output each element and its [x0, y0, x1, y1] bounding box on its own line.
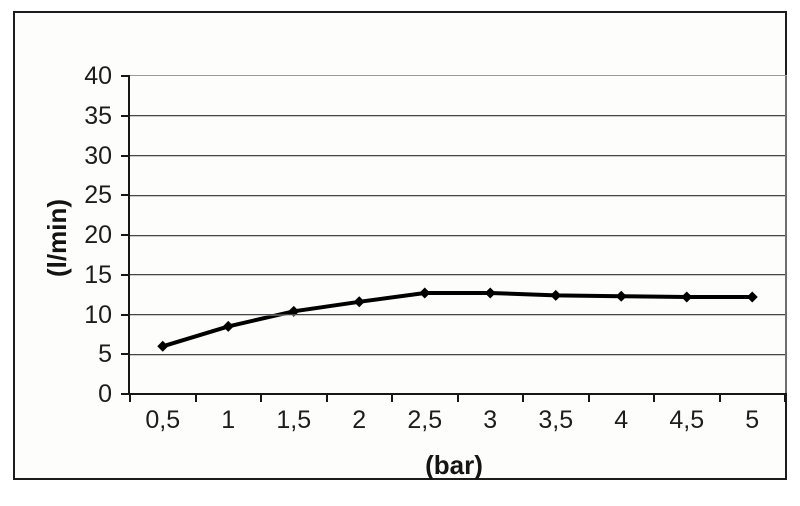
x-tick-mark	[391, 395, 393, 402]
y-tick-mark	[121, 353, 130, 356]
y-tick-label: 5	[98, 340, 112, 369]
x-tick-label: 2	[352, 406, 367, 434]
gridline-y-5	[130, 353, 785, 355]
y-tick-mark	[121, 75, 130, 77]
x-tick-mark	[653, 395, 655, 402]
gridline-y-25	[130, 194, 785, 196]
x-tick-mark	[522, 395, 524, 402]
x-axis-line	[128, 393, 787, 395]
gridline-y-35	[130, 115, 785, 117]
x-tick-label: 2,5	[407, 406, 443, 434]
x-tick-mark	[194, 395, 197, 402]
diamond-marker	[746, 291, 758, 303]
x-tick-label: 1,5	[276, 406, 312, 434]
diamond-marker	[419, 287, 431, 299]
diamond-marker	[615, 290, 627, 302]
x-tick-mark	[784, 395, 786, 402]
x-tick-mark	[718, 395, 721, 402]
y-tick-label: 35	[84, 101, 112, 130]
y-tick-mark	[121, 114, 130, 117]
gridline-y-15	[130, 274, 785, 276]
series-line	[160, 291, 755, 349]
y-tick-mark	[121, 393, 130, 395]
chart-frame: (l/min) 0 5 10 15 20 25 30 35 40 0,5 1 1,5 2 2,5 3 3,5…	[13, 11, 787, 480]
diamond-marker	[222, 320, 234, 332]
plot-area	[130, 76, 785, 394]
plot-right-border	[785, 76, 787, 394]
y-tick-label: 10	[84, 300, 112, 329]
gridline-y-30	[130, 155, 785, 156]
y-tick-mark	[121, 313, 130, 316]
x-tick-mark	[587, 395, 590, 402]
y-tick-label: 40	[84, 62, 112, 90]
y-tick-mark	[121, 154, 130, 157]
x-tick-mark	[129, 395, 131, 402]
x-tick-label: 3,5	[538, 406, 574, 434]
y-tick-mark	[121, 273, 130, 276]
diamond-marker	[550, 289, 562, 301]
diamond-marker	[484, 287, 496, 299]
gridline-y-20	[130, 234, 785, 236]
y-tick-label: 0	[98, 380, 112, 408]
x-tick-mark	[260, 395, 262, 402]
y-tick-mark	[121, 234, 130, 236]
diamond-marker	[288, 305, 300, 317]
x-tick-label: 4,5	[669, 406, 705, 434]
x-tick-label: 5	[745, 406, 760, 434]
diamond-marker	[681, 291, 693, 303]
x-tick-label: 1	[221, 406, 236, 434]
x-tick-label: 3	[483, 406, 498, 434]
y-tick-label: 25	[84, 181, 112, 210]
x-tick-label: 0,5	[145, 406, 181, 434]
x-axis-title: (bar)	[425, 450, 483, 480]
y-tick-mark	[121, 194, 130, 197]
x-tick-label: 4	[614, 406, 629, 434]
diamond-marker	[157, 340, 169, 352]
x-tick-mark	[325, 395, 328, 402]
plot-top-border	[130, 75, 787, 76]
y-tick-label: 30	[84, 141, 112, 170]
gridline-y-10	[130, 314, 785, 315]
y-tick-label: 20	[84, 221, 112, 249]
y-tick-label: 15	[84, 260, 112, 289]
x-tick-mark	[456, 395, 459, 402]
diamond-marker	[353, 296, 365, 308]
